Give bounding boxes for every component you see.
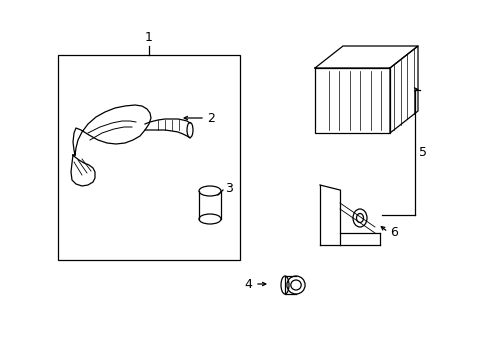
Text: 2: 2: [206, 112, 214, 125]
Text: 1: 1: [145, 31, 153, 44]
Text: 4: 4: [244, 278, 251, 291]
Text: 6: 6: [389, 225, 397, 238]
Bar: [58, 55, 240, 260]
Text: 5: 5: [418, 146, 426, 159]
Text: 3: 3: [224, 181, 232, 194]
Bar: [314, 68, 389, 133]
